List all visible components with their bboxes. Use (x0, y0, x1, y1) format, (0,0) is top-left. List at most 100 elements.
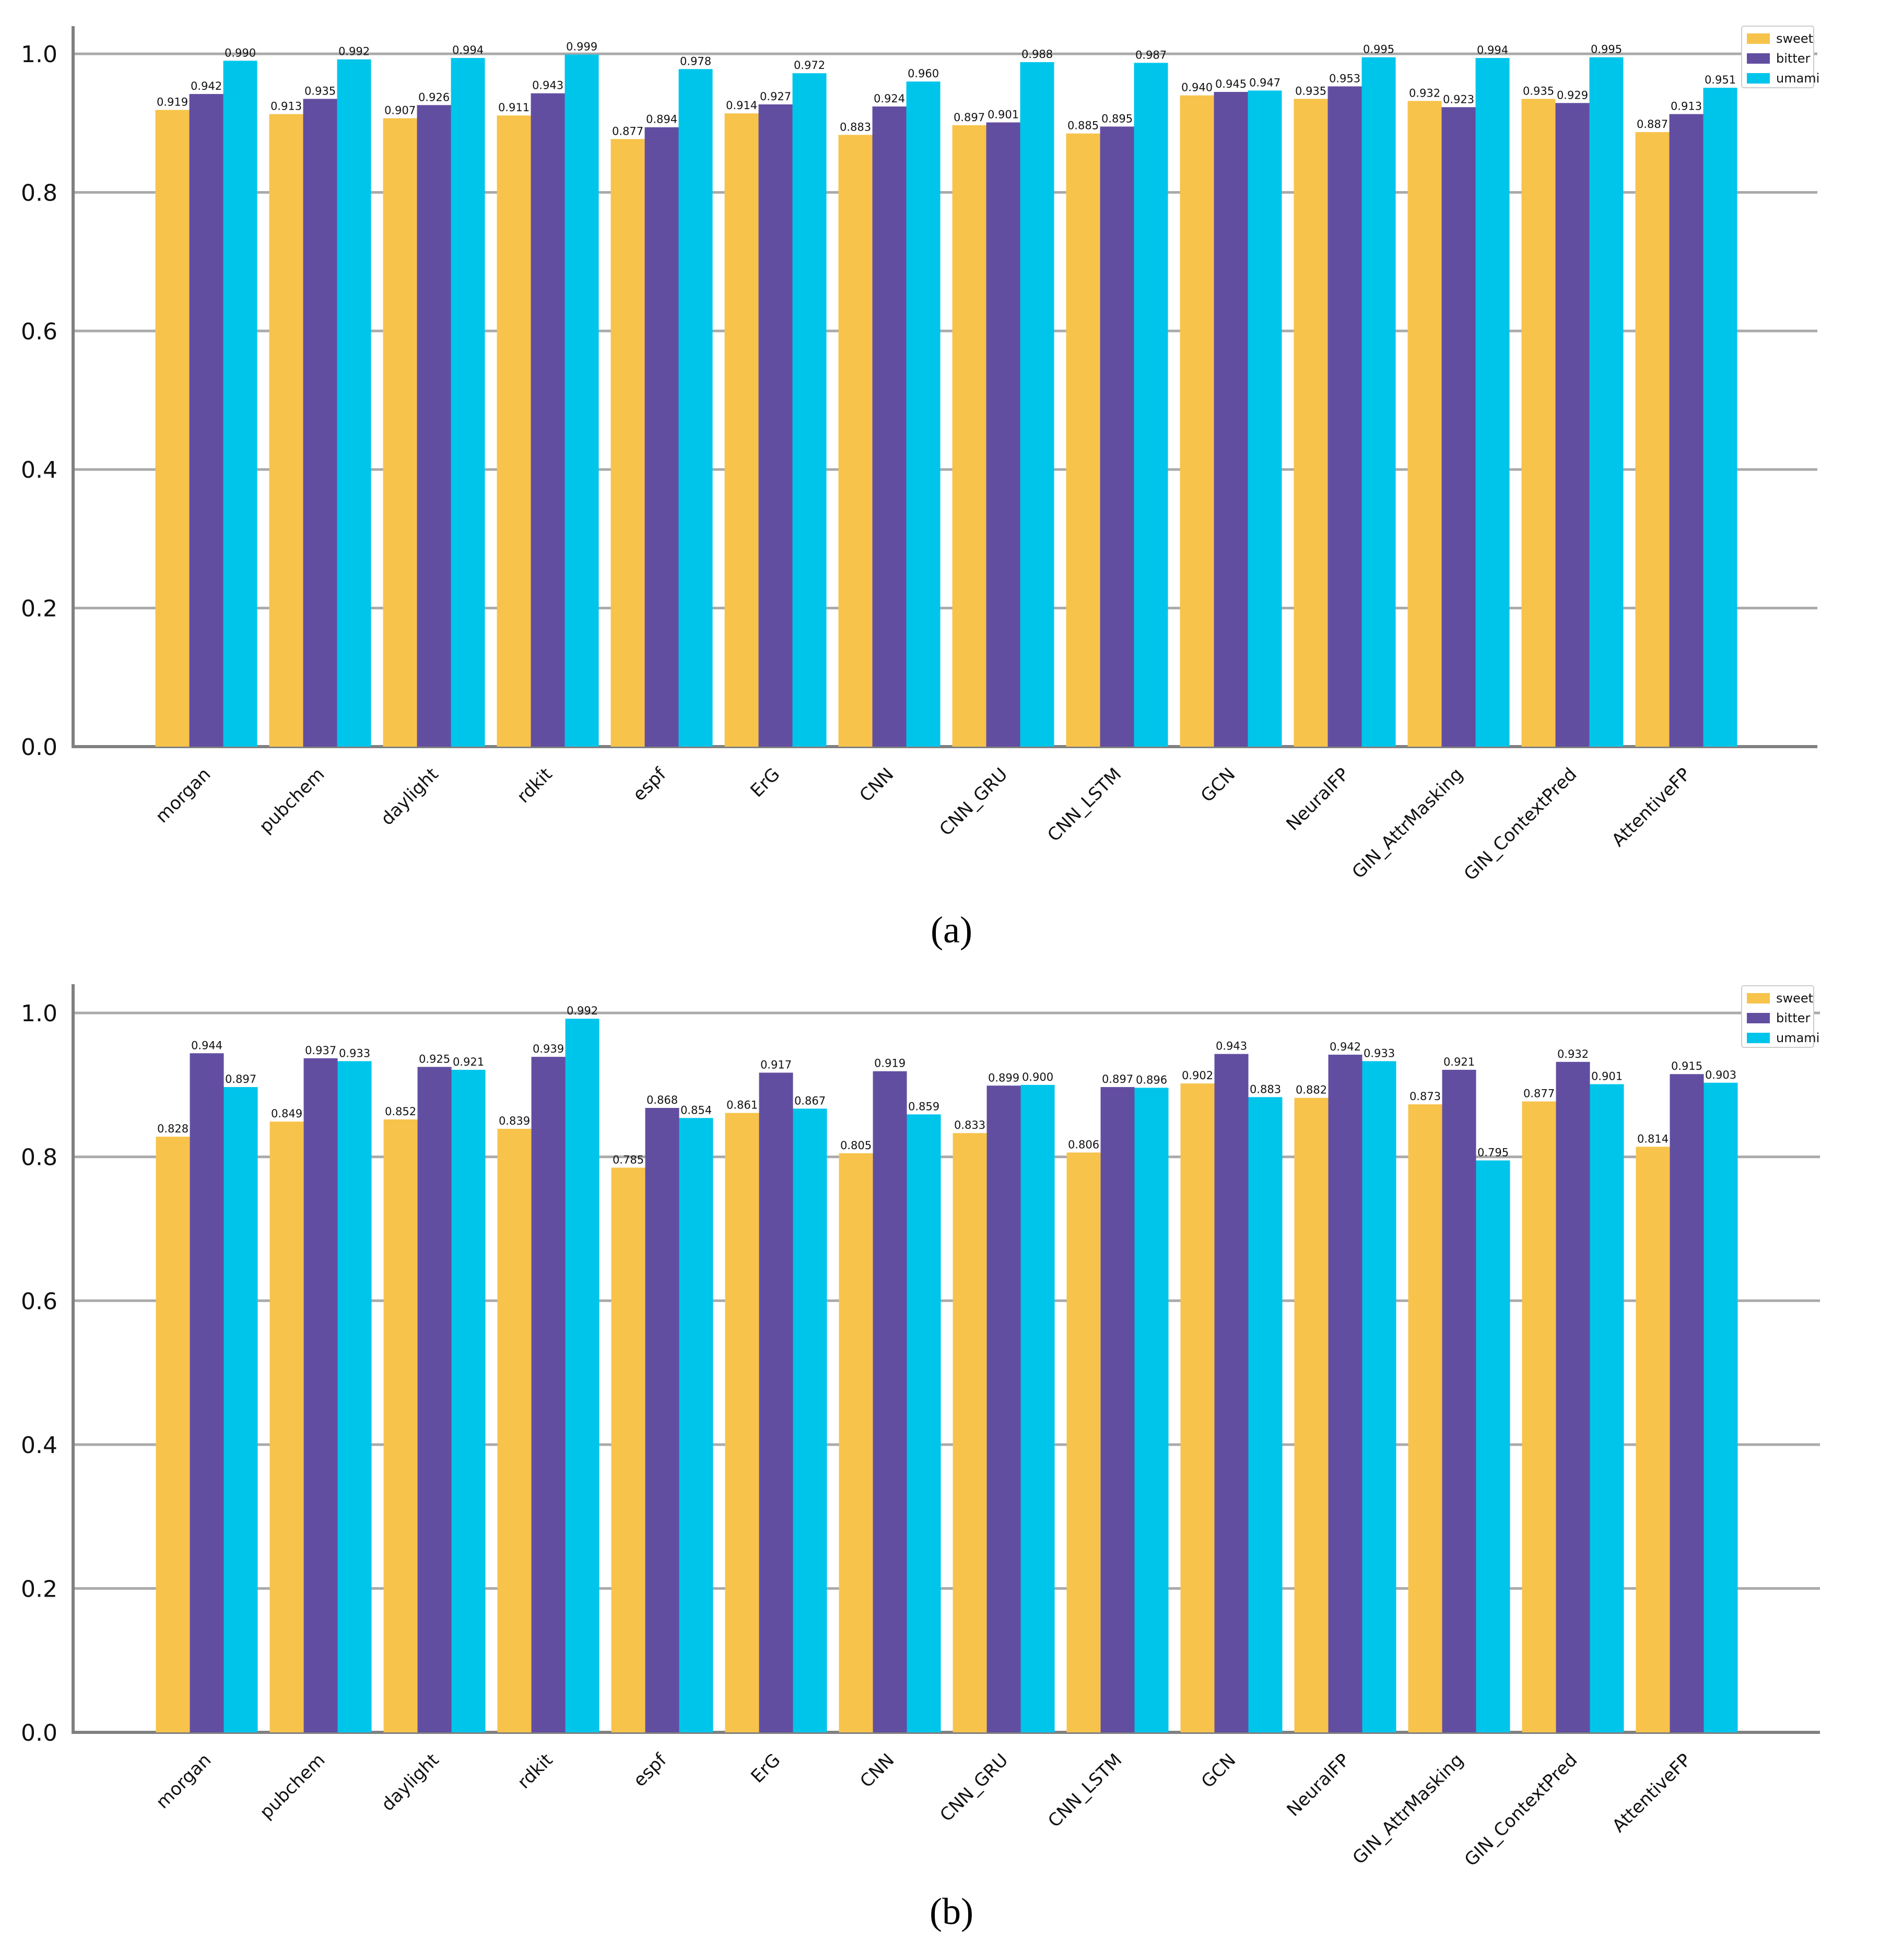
bar-value-label: 0.839 (499, 1115, 530, 1127)
bar-value-label: 0.903 (1705, 1069, 1736, 1081)
bar-sweet-pubchem (269, 114, 303, 747)
bar-value-label: 0.988 (1021, 48, 1053, 61)
bar-bitter-NeuralFP (1328, 1055, 1362, 1732)
bar-sweet-daylight (383, 118, 417, 747)
bar-umami-GCN (1248, 1097, 1283, 1732)
legend-swatch-sweet (1747, 993, 1770, 1003)
x-tick-label: espf (629, 763, 671, 805)
bar-value-label: 0.883 (840, 121, 871, 133)
panel-label-a: (a) (931, 909, 972, 951)
x-tick-label: espf (629, 1749, 671, 1791)
x-tick-label: ErG (747, 1750, 784, 1787)
bar-umami-pubchem (337, 59, 371, 747)
bar-value-label: 0.868 (647, 1094, 678, 1106)
legend-label-bitter: bitter (1776, 51, 1810, 66)
x-tick-label: CNN_GRU (936, 1750, 1012, 1826)
bar-umami-daylight (451, 1069, 486, 1732)
bar-umami-CNN (907, 1114, 941, 1732)
y-tick-label: 0.6 (21, 1288, 57, 1315)
bar-value-label: 0.806 (1068, 1138, 1099, 1151)
bar-value-label: 0.814 (1637, 1132, 1669, 1145)
x-tick-label: GIN_AttrMasking (1348, 764, 1467, 883)
bar-bitter-CNN_LSTM (1100, 1087, 1135, 1732)
bar-umami-morgan (223, 61, 257, 747)
bar-value-label: 0.873 (1409, 1090, 1441, 1103)
x-tick-label: rdkit (513, 764, 556, 807)
bar-sweet-GIN_ContextPred (1521, 99, 1556, 747)
bar-bitter-pubchem (303, 1058, 338, 1732)
bar-umami-rdkit (565, 54, 599, 747)
bar-bitter-NeuralFP (1328, 86, 1362, 747)
bar-sweet-rdkit (497, 115, 531, 747)
bar-value-label: 0.795 (1477, 1147, 1509, 1159)
bar-bitter-GIN_ContextPred (1555, 103, 1590, 747)
bar-value-label: 0.828 (157, 1123, 189, 1135)
bar-umami-GIN_ContextPred (1589, 57, 1624, 747)
bar-sweet-NeuralFP (1294, 1097, 1329, 1732)
x-tick-label: morgan (151, 764, 215, 827)
bar-value-label: 0.972 (794, 59, 825, 72)
bar-value-label: 0.805 (840, 1139, 872, 1152)
legend-swatch-bitter (1747, 53, 1770, 64)
bar-value-label: 0.852 (385, 1105, 416, 1118)
y-tick-label: 0.2 (21, 596, 57, 622)
bar-bitter-CNN (872, 106, 907, 747)
bar-bitter-morgan (190, 1053, 224, 1732)
bar-bitter-GIN_AttrMasking (1442, 1069, 1476, 1732)
chart-panel-b: 0.0 0.2 0.4 0.6 0.8 1.0 0.828 0.944 0.897 morgan 0… (21, 984, 1820, 1871)
bar-value-label: 0.883 (1250, 1083, 1281, 1095)
x-tick-label: daylight (377, 764, 443, 830)
bar-sweet-CNN_LSTM (1066, 133, 1100, 747)
bar-sweet-rdkit (497, 1128, 532, 1732)
y-tick-label: 0.6 (21, 318, 57, 345)
bar-sweet-CNN_GRU (953, 1133, 987, 1732)
x-tick-label: NeuralFP (1282, 764, 1353, 835)
legend-label-umami: umami (1776, 1031, 1819, 1045)
bar-value-label: 0.942 (1330, 1041, 1361, 1053)
bar-bitter-CNN_GRU (986, 122, 1020, 747)
bar-value-label: 0.919 (157, 96, 188, 109)
bar-value-label: 0.929 (1557, 89, 1588, 101)
x-tick-label: CNN (855, 764, 898, 806)
x-tick-label: AttentiveFP (1608, 764, 1695, 851)
bar-value-label: 0.867 (794, 1094, 826, 1107)
bar-umami-GIN_AttrMasking (1475, 58, 1510, 747)
y-tick-label: 0.0 (21, 734, 57, 761)
bar-value-label: 0.895 (1101, 112, 1133, 125)
bar-value-label: 0.887 (1637, 118, 1668, 131)
bar-sweet-daylight (383, 1119, 418, 1732)
bar-umami-daylight (451, 58, 485, 747)
bar-bitter-espf (644, 127, 679, 747)
legend-swatch-sweet (1747, 33, 1770, 44)
bar-value-label: 0.907 (384, 104, 416, 116)
y-tick-label: 0.4 (21, 1432, 57, 1459)
bar-value-label: 0.978 (680, 55, 711, 67)
bar-sweet-morgan (155, 110, 190, 747)
bar-value-label: 0.900 (1022, 1071, 1053, 1083)
bar-value-label: 0.917 (760, 1058, 792, 1071)
bar-umami-CNN (906, 81, 941, 747)
y-tick-label: 0.8 (21, 180, 57, 206)
bar-bitter-daylight (417, 1067, 452, 1732)
bar-value-label: 0.926 (418, 91, 450, 103)
bar-sweet-ErG (725, 1113, 759, 1732)
bar-value-label: 0.960 (908, 67, 939, 80)
bar-sweet-CNN (839, 1153, 873, 1732)
x-tick-label: morgan (152, 1750, 215, 1813)
bar-umami-ErG (793, 1108, 827, 1732)
x-tick-label: CNN_LSTM (1044, 1750, 1126, 1832)
bar-value-label: 0.877 (612, 125, 643, 137)
bar-sweet-CNN_LSTM (1066, 1152, 1101, 1732)
x-tick-label: GIN_AttrMasking (1348, 1750, 1467, 1869)
bar-value-label: 0.899 (988, 1071, 1019, 1084)
bar-value-label: 0.921 (1443, 1056, 1475, 1068)
bar-value-label: 0.932 (1557, 1048, 1589, 1060)
bar-value-label: 0.951 (1705, 74, 1736, 86)
bar-bitter-CNN (873, 1071, 907, 1732)
bar-umami-NeuralFP (1362, 1061, 1396, 1732)
bar-value-label: 0.947 (1249, 76, 1281, 89)
bar-value-label: 0.849 (271, 1107, 302, 1120)
bar-bitter-rdkit (531, 1057, 566, 1732)
bar-umami-CNN_GRU (1020, 62, 1054, 747)
bar-bitter-ErG (758, 104, 793, 747)
